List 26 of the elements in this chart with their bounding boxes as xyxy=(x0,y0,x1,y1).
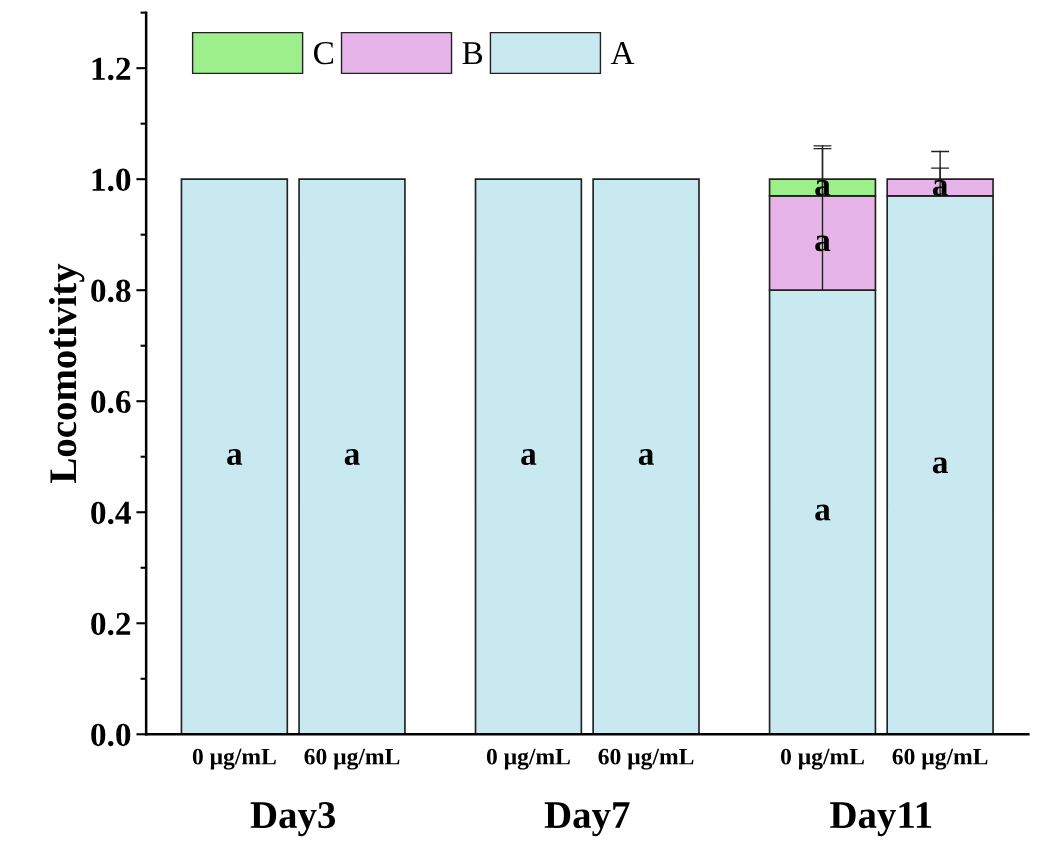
y-axis-title: Locomotivity xyxy=(48,263,85,483)
y-tick-label: 0.8 xyxy=(91,279,131,303)
y-tick-label: 0.0 xyxy=(91,723,131,747)
data-label: a xyxy=(344,449,360,466)
y-tick-label: 0.6 xyxy=(91,390,131,414)
data-label: a xyxy=(638,449,654,466)
x-tick-label: 0 μg/mL xyxy=(192,748,276,770)
y-tick-label: 0.4 xyxy=(91,501,131,525)
legend-label: A xyxy=(610,41,635,64)
text: Day3 xyxy=(250,802,336,837)
data-label: a xyxy=(227,449,243,466)
text: Day11 xyxy=(830,802,932,837)
x-tick-label: 60 μg/mL xyxy=(892,748,988,770)
x-tick-label: 0 μg/mL xyxy=(780,748,864,770)
data-label: a xyxy=(932,457,948,474)
data-label: a xyxy=(815,504,831,521)
y-tick-label: 1.0 xyxy=(92,168,131,192)
data-label: a xyxy=(521,449,537,466)
y-tick-label: 1.2 xyxy=(92,57,131,81)
legend-label: B xyxy=(462,42,483,65)
legend-label: C xyxy=(314,41,334,65)
y-tick-label: 0.2 xyxy=(91,612,131,636)
x-tick-label: 60 μg/mL xyxy=(304,748,400,770)
x-tick-label: 60 μg/mL xyxy=(598,748,694,770)
text: Day7 xyxy=(544,802,630,837)
x-tick-label: 0 μg/mL xyxy=(486,748,570,770)
